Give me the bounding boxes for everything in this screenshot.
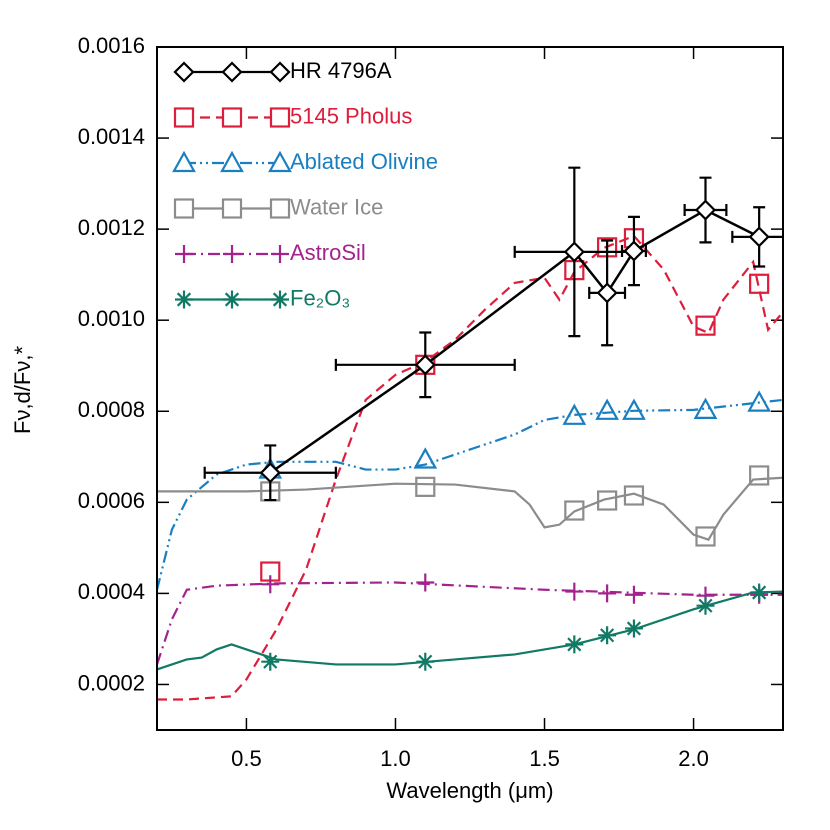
marker <box>415 476 436 497</box>
marker <box>747 390 772 412</box>
marker <box>271 245 289 263</box>
marker <box>175 245 193 263</box>
marker <box>221 61 243 83</box>
y-tick-label: 0.0008 <box>78 397 145 422</box>
marker <box>693 397 718 420</box>
marker <box>694 199 717 221</box>
marker <box>221 107 243 128</box>
y-tick-label: 0.0006 <box>78 488 145 513</box>
marker <box>414 354 436 376</box>
marker <box>269 198 291 219</box>
marker <box>259 462 281 484</box>
x-axis-label: Wavelength (μm) <box>386 778 553 803</box>
marker <box>221 198 243 219</box>
marker <box>413 447 438 469</box>
marker <box>175 290 193 309</box>
marker <box>563 241 585 263</box>
y-axis-label: Fν,d/Fν,* <box>10 346 35 434</box>
marker <box>173 61 195 83</box>
legend-label: 5145 Pholus <box>290 103 412 128</box>
marker <box>416 573 435 592</box>
y-tick-label: 0.0014 <box>78 124 145 149</box>
marker <box>696 596 715 615</box>
marker <box>223 245 241 263</box>
marker <box>223 290 241 309</box>
plot-area <box>157 166 783 701</box>
marker <box>749 273 770 294</box>
marker <box>261 652 280 671</box>
marker <box>695 526 716 547</box>
marker <box>750 583 769 602</box>
x-tick-label: 0.5 <box>231 746 262 771</box>
model-curve <box>157 476 783 541</box>
marker <box>595 398 619 420</box>
model-curve <box>157 590 783 671</box>
model-curve <box>157 234 783 701</box>
marker <box>173 198 195 219</box>
marker <box>695 315 716 336</box>
marker <box>749 465 770 486</box>
x-tick-label: 2.0 <box>678 746 709 771</box>
marker <box>598 584 617 603</box>
marker <box>269 107 291 128</box>
legend-label: Water Ice <box>290 194 383 219</box>
legend-label: HR 4796A <box>290 58 392 83</box>
marker <box>269 61 291 83</box>
marker <box>271 290 289 309</box>
y-tick-label: 0.0012 <box>78 215 145 240</box>
marker <box>416 652 435 671</box>
legend-label: Ablated Olivine <box>290 149 438 174</box>
model-curve <box>157 581 783 665</box>
y-tick-label: 0.0016 <box>78 33 145 58</box>
marker <box>624 619 643 638</box>
marker <box>173 107 195 128</box>
marker <box>623 240 645 262</box>
marker <box>598 626 617 645</box>
marker <box>564 500 585 521</box>
legend-label: AstroSil <box>290 240 366 265</box>
marker <box>624 585 643 604</box>
marker <box>220 150 244 173</box>
y-tick-label: 0.0004 <box>78 579 145 604</box>
marker <box>748 226 770 248</box>
x-tick-label: 1.5 <box>529 746 560 771</box>
y-tick-label: 0.0010 <box>78 306 145 331</box>
marker <box>622 398 646 420</box>
marker <box>261 575 280 594</box>
model-curve <box>157 398 783 591</box>
legend-label: Fe₂O₃ <box>290 285 350 310</box>
marker <box>565 582 584 601</box>
marker <box>597 490 618 511</box>
marker <box>172 150 196 173</box>
x-tick-label: 1.0 <box>380 746 411 771</box>
marker <box>562 403 587 425</box>
plot-frame <box>156 46 784 731</box>
marker <box>596 282 618 304</box>
marker <box>623 485 645 506</box>
marker <box>565 635 584 654</box>
y-tick-label: 0.0002 <box>78 670 145 695</box>
marker <box>268 150 292 173</box>
